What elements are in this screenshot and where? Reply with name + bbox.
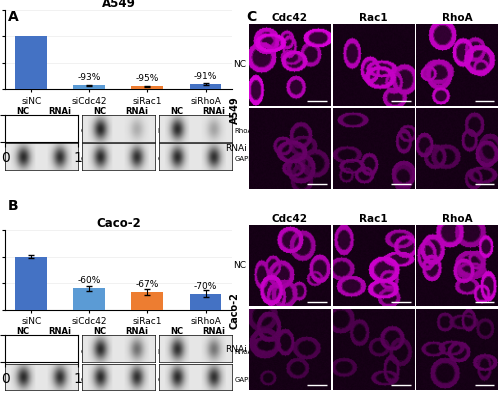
Text: Caco-2: Caco-2 [230,292,239,329]
Text: Cdc42: Cdc42 [272,13,308,23]
Text: NC: NC [94,327,107,336]
Text: NC: NC [16,327,30,336]
Text: A: A [8,10,18,24]
Text: Rac1: Rac1 [359,214,388,224]
Bar [74,288,106,310]
Text: -93%: -93% [78,73,101,82]
Bar [16,257,48,310]
Text: -60%: -60% [78,276,101,285]
Text: NC: NC [94,106,107,115]
Text: -91%: -91% [194,72,217,81]
Bar [190,294,222,310]
Y-axis label: GAPDH: GAPDH [158,156,182,162]
Text: A549: A549 [230,96,239,124]
Text: Rac1: Rac1 [359,13,388,23]
Text: RNAi: RNAi [125,327,148,336]
Y-axis label: GAPDH: GAPDH [234,377,260,383]
Bar [132,292,164,310]
Text: NC: NC [170,106,184,115]
Y-axis label: Cdc42: Cdc42 [80,128,102,134]
Text: RNAi: RNAi [125,106,148,115]
Y-axis label: Rac1: Rac1 [158,128,175,134]
Text: RNAi: RNAi [48,327,71,336]
Y-axis label: Cdc42: Cdc42 [80,349,102,355]
Y-axis label: GAPDH: GAPDH [158,377,182,383]
Bar [190,84,222,89]
Text: C: C [246,10,257,24]
Y-axis label: Rac1: Rac1 [158,349,175,355]
Text: Cdc42: Cdc42 [272,214,308,224]
Y-axis label: GAPDH: GAPDH [80,377,105,383]
Text: RNAi: RNAi [48,106,71,115]
Text: RNAi: RNAi [202,106,225,115]
Text: B: B [8,199,18,213]
Y-axis label: GAPDH: GAPDH [234,156,260,162]
Text: RNAi: RNAi [224,144,246,153]
Text: RhoA: RhoA [442,214,472,224]
Text: -67%: -67% [136,280,159,289]
Title: Caco-2: Caco-2 [96,217,141,230]
Text: NC: NC [234,261,246,270]
Y-axis label: GAPDH: GAPDH [80,156,105,162]
Bar [132,86,164,89]
Bar [16,36,48,89]
Text: RNAi: RNAi [224,345,246,354]
Y-axis label: RhoA: RhoA [234,128,253,134]
Text: NC: NC [16,106,30,115]
Text: RNAi: RNAi [202,327,225,336]
Text: NC: NC [170,327,184,336]
Text: -95%: -95% [136,74,159,83]
Y-axis label: RhoA: RhoA [234,349,253,355]
Text: -70%: -70% [194,281,217,290]
Bar [74,85,106,89]
Text: RhoA: RhoA [442,13,472,23]
Title: A549: A549 [102,0,136,10]
Text: NC: NC [234,61,246,69]
